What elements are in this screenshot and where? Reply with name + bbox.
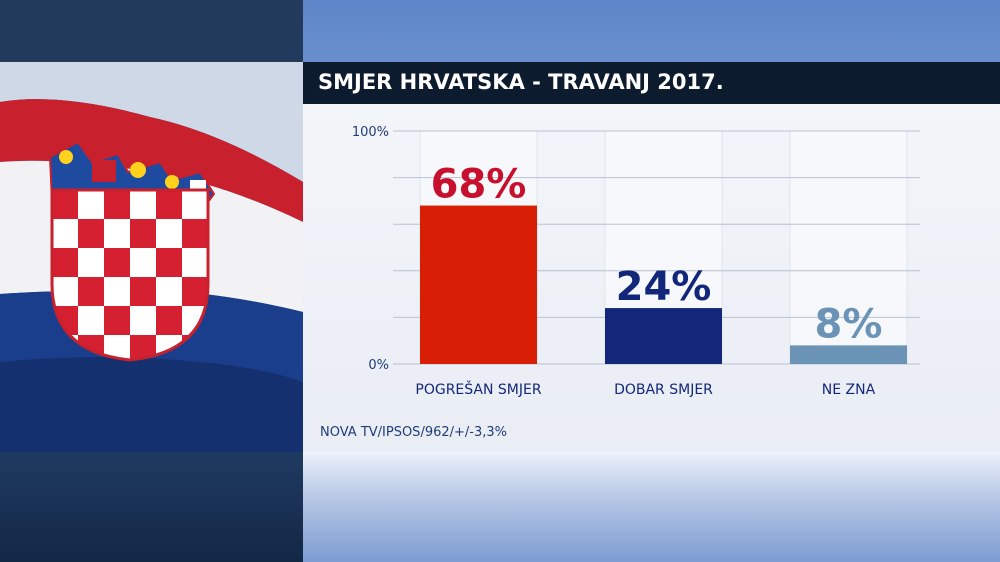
x-tick-label: POGREŠAN SMJER [415,380,541,398]
x-tick-label: NE ZNA [822,382,876,398]
data-label: 68% [431,162,527,208]
y-tick-label: 100% [352,125,389,140]
y-tick-label: 0% [368,358,389,373]
x-tick-label: DOBAR SMJER [614,382,713,398]
source-note: NOVA TV/IPSOS/962/+/-3,3% [320,425,508,440]
page-title: SMJER HRVATSKA - TRAVANJ 2017. [318,70,724,94]
background-lower-band [303,452,1000,562]
bar-lane-2 [789,130,908,365]
data-label: 24% [616,264,712,310]
croatian-flag-image [0,62,303,452]
croatian-flag-icon [0,62,303,452]
bar-chart: 100% 0% 68% POGREŠAN SMJER 24% DOBAR SMJER 8% N… [352,125,920,398]
bar [420,205,537,364]
left-top-band [0,0,303,62]
data-label: 8% [815,301,883,347]
title-bar [303,62,1000,104]
bar [605,308,722,364]
left-bottom-band [0,452,303,562]
bar [790,345,907,364]
